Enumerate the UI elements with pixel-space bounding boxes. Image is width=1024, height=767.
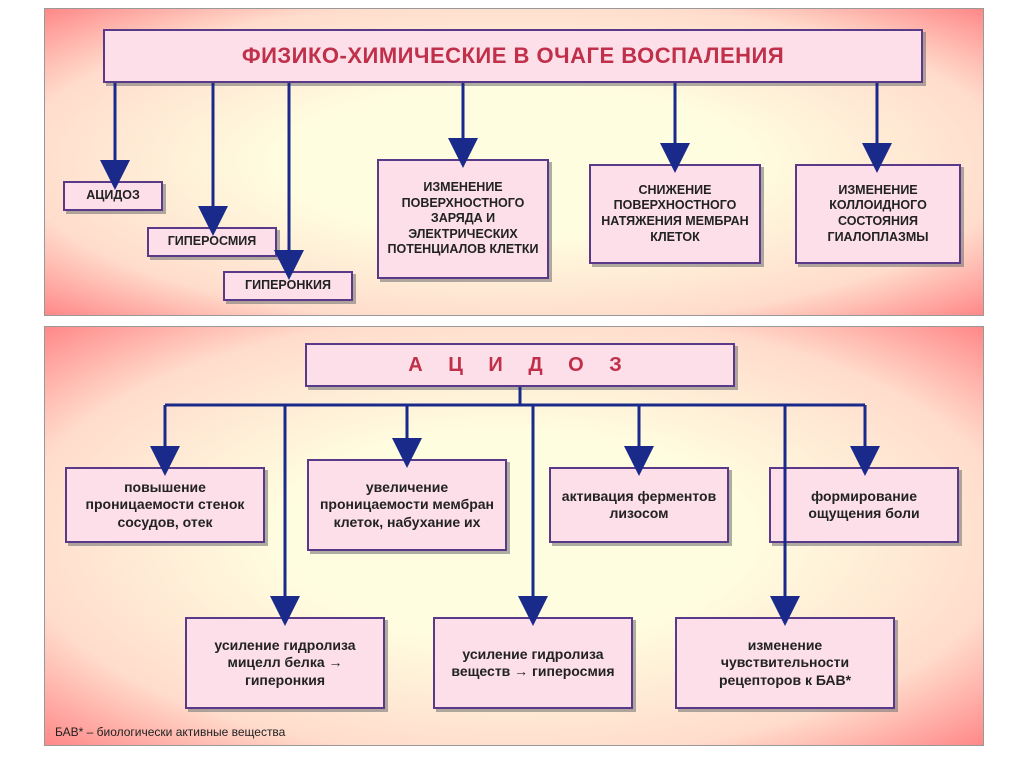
top-panel: ФИЗИКО-ХИМИЧЕСКИЕ В ОЧАГЕ ВОСПАЛЕНИЯ АЦИ…: [44, 8, 984, 316]
top-title-text: ФИЗИКО-ХИМИЧЕСКИЕ В ОЧАГЕ ВОСПАЛЕНИЯ: [242, 42, 784, 70]
box-giperosmiya: ГИПЕРОСМИЯ: [147, 227, 277, 257]
box-lysosome-ferments-text: активация ферментов лизосом: [557, 488, 721, 523]
footnote-text: БАВ* – биологически активные вещества: [55, 725, 285, 739]
box-colloid: ИЗМЕНЕНИЕ КОЛЛОИДНОГО СОСТОЯНИЯ ГИАЛОПЛА…: [795, 164, 961, 264]
box-acidoz-text: АЦИДОЗ: [86, 188, 140, 204]
box-lysosome-ferments: активация ферментов лизосом: [549, 467, 729, 543]
box-tension-text: СНИЖЕНИЕ ПОВЕРХНОСТНОГО НАТЯЖЕНИЯ МЕМБРА…: [597, 183, 753, 246]
box-tension: СНИЖЕНИЕ ПОВЕРХНОСТНОГО НАТЯЖЕНИЯ МЕМБРА…: [589, 164, 761, 264]
box-giperonkiya-text: ГИПЕРОНКИЯ: [245, 278, 331, 294]
box-hydrolysis-micelle-text: усиление гидролиза мицелл белка → гиперо…: [193, 637, 377, 690]
bottom-panel: А Ц И Д О З повышение проницаемости стен…: [44, 326, 984, 746]
box-pain: формирование ощущения боли: [769, 467, 959, 543]
box-permeability-membranes-text: увеличение проницаемости мембран клеток,…: [315, 479, 499, 532]
top-title-box: ФИЗИКО-ХИМИЧЕСКИЕ В ОЧАГЕ ВОСПАЛЕНИЯ: [103, 29, 923, 83]
box-hydrolysis-substances: усиление гидролиза веществ → гиперосмия: [433, 617, 633, 709]
box-permeability-membranes: увеличение проницаемости мембран клеток,…: [307, 459, 507, 551]
box-permeability-vessels: повышение проницаемости стенок сосудов, …: [65, 467, 265, 543]
box-colloid-text: ИЗМЕНЕНИЕ КОЛЛОИДНОГО СОСТОЯНИЯ ГИАЛОПЛА…: [803, 183, 953, 246]
box-acidoz: АЦИДОЗ: [63, 181, 163, 211]
box-potential-text: ИЗМЕНЕНИЕ ПОВЕРХНОСТНОГО ЗАРЯДА И ЭЛЕКТР…: [385, 180, 541, 258]
box-giperosmiya-text: ГИПЕРОСМИЯ: [168, 234, 257, 250]
box-receptor-sensitivity: изменение чувствительности рецепторов к …: [675, 617, 895, 709]
bottom-title-box: А Ц И Д О З: [305, 343, 735, 387]
footnote: БАВ* – биологически активные вещества: [55, 725, 285, 739]
box-potential: ИЗМЕНЕНИЕ ПОВЕРХНОСТНОГО ЗАРЯДА И ЭЛЕКТР…: [377, 159, 549, 279]
box-receptor-sensitivity-text: изменение чувствительности рецепторов к …: [683, 637, 887, 690]
box-pain-text: формирование ощущения боли: [777, 488, 951, 523]
box-hydrolysis-substances-text: усиление гидролиза веществ → гиперосмия: [441, 646, 625, 681]
bottom-title-text: А Ц И Д О З: [408, 353, 632, 378]
box-giperonkiya: ГИПЕРОНКИЯ: [223, 271, 353, 301]
box-permeability-vessels-text: повышение проницаемости стенок сосудов, …: [73, 479, 257, 532]
box-hydrolysis-micelle: усиление гидролиза мицелл белка → гиперо…: [185, 617, 385, 709]
